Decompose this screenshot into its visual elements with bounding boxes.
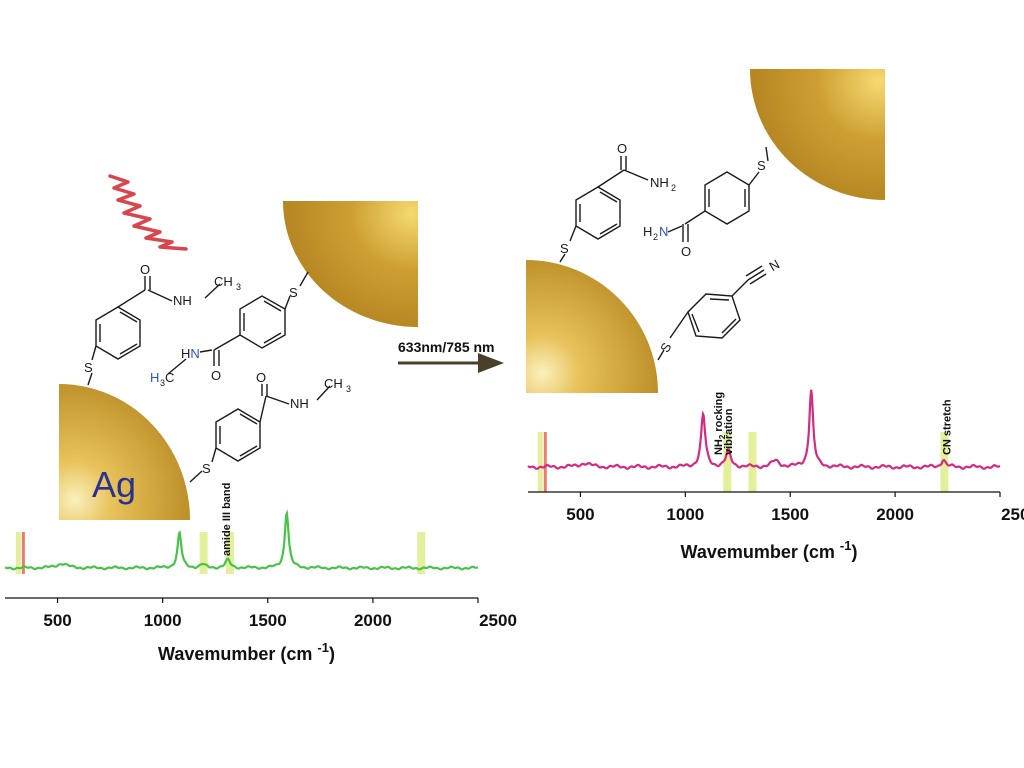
oxygen-label: O [140, 262, 150, 277]
molecule-right-3 [657, 265, 767, 361]
x-tick-label: 500 [43, 611, 71, 630]
x-axis-label: Wavemumber (cm -1) [158, 640, 335, 664]
x-tick-label: 2000 [876, 505, 914, 524]
gold-nanoparticle-right [526, 260, 658, 393]
svg-text:2: 2 [653, 232, 658, 242]
oxygen-label: O [617, 141, 627, 156]
peak-annotation: CN stretch [942, 399, 954, 455]
x-tick-label: 1500 [249, 611, 287, 630]
svg-text:2: 2 [671, 183, 676, 193]
oxygen-label: O [681, 244, 691, 259]
gold-nanoparticle-upper-right [750, 69, 885, 200]
molecule-right-1 [559, 156, 649, 263]
nh2-label: NH [650, 175, 669, 190]
spectrum-line [527, 389, 1001, 470]
x-tick-label: 2500 [1001, 505, 1024, 524]
sulfur-label: S [84, 360, 93, 375]
svg-text:3: 3 [346, 384, 351, 394]
metal-label: Ag [92, 464, 136, 505]
ch3-sub: 3 [236, 282, 241, 292]
svg-text:N: N [659, 224, 668, 239]
spectrum-line [4, 509, 479, 571]
raman-spectrum-left: 500 1000 1500 2000 2500 Wavemumber (cm -1) ami… [4, 483, 517, 664]
oxygen-label: O [211, 368, 221, 383]
peak-annotation: amide III band [221, 483, 233, 556]
nh-label: NH [173, 293, 192, 308]
highlight-band [199, 532, 208, 574]
x-axis-label: Wavemumber (cm -1) [681, 538, 858, 562]
x-tick-label: 500 [566, 505, 594, 524]
x-tick-label: 1000 [666, 505, 704, 524]
sulfur-label: S [202, 461, 211, 476]
x-tick-label: 1000 [144, 611, 182, 630]
highlight-band [537, 432, 543, 492]
nitrogen-label: N [767, 256, 783, 274]
h3c-label: H [150, 370, 159, 385]
peak-annotation: vibration [723, 408, 735, 455]
x-tick-label: 1500 [771, 505, 809, 524]
oxygen-label: O [256, 370, 266, 385]
hn-label: HN [181, 346, 200, 361]
highlight-band [225, 532, 234, 574]
ch3-label: CH [214, 274, 233, 289]
molecule-left-1 [87, 276, 221, 386]
laser-line-marker [21, 532, 25, 574]
sulfur-label: S [289, 285, 298, 300]
highlight-band [15, 532, 21, 574]
arrowhead-icon [478, 353, 504, 373]
nh-label: NH [290, 396, 309, 411]
ch3-label: CH [324, 376, 343, 391]
highlight-band [748, 432, 757, 492]
h2n-label: H [643, 224, 652, 239]
molecule-left-3 [189, 384, 331, 483]
silver-nanoparticle-left [59, 384, 190, 520]
peak-annotation: NH2 rocking [713, 392, 727, 455]
highlight-band [417, 532, 426, 574]
x-tick-label: 2000 [354, 611, 392, 630]
laser-squiggle-icon [108, 174, 188, 251]
raman-spectrum-right: 500 1000 1500 2000 2500 Wavemumber (cm -1) NH2… [527, 389, 1024, 562]
x-tick-label: 2500 [479, 611, 517, 630]
gold-nanoparticle-upper-left [283, 201, 418, 327]
sulfur-label: S [560, 241, 569, 256]
molecule-right-2 [667, 146, 769, 242]
highlight-band [723, 432, 732, 492]
svg-text:3: 3 [160, 378, 165, 388]
molecule-left-2 [167, 271, 309, 375]
laser-line-marker [543, 432, 547, 492]
arrow-label: 633nm/785 nm [398, 339, 495, 355]
sulfur-label: S [657, 340, 674, 355]
sulfur-label: S [757, 158, 766, 173]
svg-text:C: C [165, 370, 174, 385]
